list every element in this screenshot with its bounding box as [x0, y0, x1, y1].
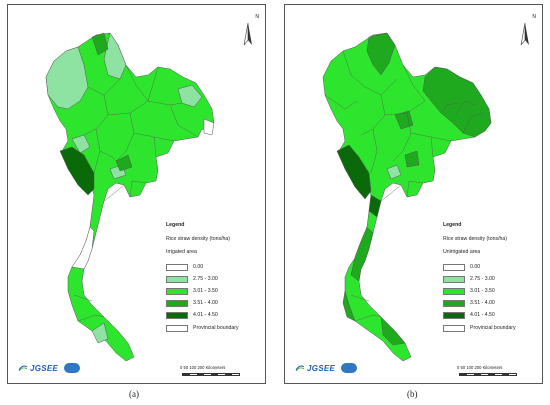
- legend-subtitle: Rice straw density (tons/ha): [166, 236, 231, 243]
- legend-swatch: [443, 324, 465, 332]
- legend-item: 2.75 - 3.00: [166, 275, 262, 284]
- map-regions: [45, 32, 215, 362]
- legend-swatch: [166, 275, 188, 283]
- thailand-map-irrigated: [45, 32, 215, 362]
- region-medium: [115, 154, 133, 172]
- legend-item: 3.51 - 4.00: [166, 299, 262, 308]
- legend-item-label: 4.01 - 4.50: [193, 311, 218, 318]
- region-medium: [342, 290, 356, 322]
- legend-item: 4.01 - 4.50: [166, 311, 262, 320]
- legend-swatch: [166, 263, 188, 271]
- legend-item-label: 0.00: [470, 263, 481, 270]
- north-arrow-icon: [243, 22, 252, 46]
- legend-title: Legend: [166, 222, 185, 228]
- legend-item-boundary: Provincial boundary: [443, 324, 539, 333]
- map-panel-irrigated: N Legend Rice straw density (tons/ha) Ir…: [7, 4, 266, 384]
- logo-text: JGSEE: [30, 363, 59, 373]
- legend-item: 3.01 - 3.50: [166, 287, 262, 296]
- legend-item: 2.75 - 3.00: [443, 275, 539, 284]
- legend-subtitle: Rice straw density (tons/ha): [443, 236, 508, 243]
- region-medium: [404, 150, 420, 168]
- legend-item: 3.51 - 4.00: [443, 299, 539, 308]
- swirl-icon: [295, 365, 305, 372]
- map-legend: Legend Rice straw density (tons/ha) Unir…: [443, 222, 539, 336]
- panel-caption-a: (a): [129, 389, 139, 399]
- legend-item: 4.01 - 4.50: [443, 311, 539, 320]
- region-medium: [394, 110, 414, 130]
- legend-item: 3.01 - 3.50: [443, 287, 539, 296]
- region-dark: [336, 144, 372, 200]
- scale-ticks: 0 50 100 200 Kilometers: [180, 365, 226, 370]
- legend-swatch: [443, 311, 465, 319]
- legend-area-label: Unirrigated area: [443, 249, 481, 256]
- legend-item-label: 3.01 - 3.50: [193, 287, 218, 294]
- provincial-boundaries: [73, 64, 199, 322]
- legend-swatch: [443, 263, 465, 271]
- jgsee-logo: JGSEE: [18, 363, 81, 373]
- legend-swatch: [443, 275, 465, 283]
- scale-bar: 0 50 100 200 Kilometers: [457, 365, 537, 383]
- legend-swatch: [443, 299, 465, 307]
- region-white: [203, 118, 215, 136]
- region-light: [177, 84, 203, 108]
- legend-swatch: [166, 299, 188, 307]
- thailand-map-unirrigated: [322, 32, 492, 362]
- jgsee-logo: JGSEE: [295, 363, 358, 373]
- region-medium: [380, 316, 406, 346]
- legend-item-label: 0.00: [193, 263, 204, 270]
- map-regions: [322, 32, 492, 362]
- provincial-boundaries: [324, 50, 484, 322]
- panel-caption-b: (b): [407, 389, 418, 399]
- region-dark: [368, 194, 382, 218]
- region-medium: [91, 32, 109, 56]
- legend-swatch: [166, 311, 188, 319]
- legend-item-label: 3.01 - 3.50: [470, 287, 495, 294]
- legend-swatch: [443, 287, 465, 295]
- legend-item-boundary: Provincial boundary: [166, 324, 262, 333]
- legend-item-label: 2.75 - 3.00: [193, 275, 218, 282]
- map-panel-unirrigated: N Legend Rice straw density (tons/ha) Un…: [284, 4, 543, 384]
- legend-item-label: Provincial boundary: [470, 324, 516, 331]
- legend-item-label: 3.51 - 4.00: [470, 299, 495, 306]
- region-medium: [350, 226, 374, 282]
- north-label: N: [532, 14, 536, 20]
- north-arrow-icon: [520, 22, 529, 46]
- legend-item: 0.00: [166, 263, 262, 272]
- scale-bar-graphic: [182, 373, 240, 376]
- legend-item-label: 2.75 - 3.00: [470, 275, 495, 282]
- legend-item-label: 3.51 - 4.00: [193, 299, 218, 306]
- partner-badge-icon: [341, 363, 358, 373]
- legend-area-label: Irrigated area: [166, 249, 197, 256]
- legend-swatch: [166, 324, 188, 332]
- region-light: [386, 164, 402, 180]
- legend-title: Legend: [443, 222, 462, 228]
- region-medium: [366, 32, 396, 76]
- region-light: [71, 134, 91, 154]
- scale-ticks: 0 50 100 200 Kilometers: [457, 365, 503, 370]
- legend-item-label: Provincial boundary: [193, 324, 239, 331]
- partner-badge-icon: [64, 363, 81, 373]
- scale-bar-graphic: [459, 373, 517, 376]
- swirl-icon: [18, 365, 28, 372]
- north-label: N: [255, 14, 259, 20]
- map-legend: Legend Rice straw density (tons/ha) Irri…: [166, 222, 262, 336]
- legend-item: 0.00: [443, 263, 539, 272]
- logo-text: JGSEE: [307, 363, 336, 373]
- region-dark: [59, 146, 95, 196]
- scale-bar: 0 50 100 200 Kilometers: [180, 365, 260, 383]
- legend-swatch: [166, 287, 188, 295]
- region-light: [45, 46, 89, 110]
- region-white: [71, 226, 95, 270]
- legend-item-label: 4.01 - 4.50: [470, 311, 495, 318]
- region-medium: [422, 66, 492, 138]
- region-light: [91, 322, 109, 344]
